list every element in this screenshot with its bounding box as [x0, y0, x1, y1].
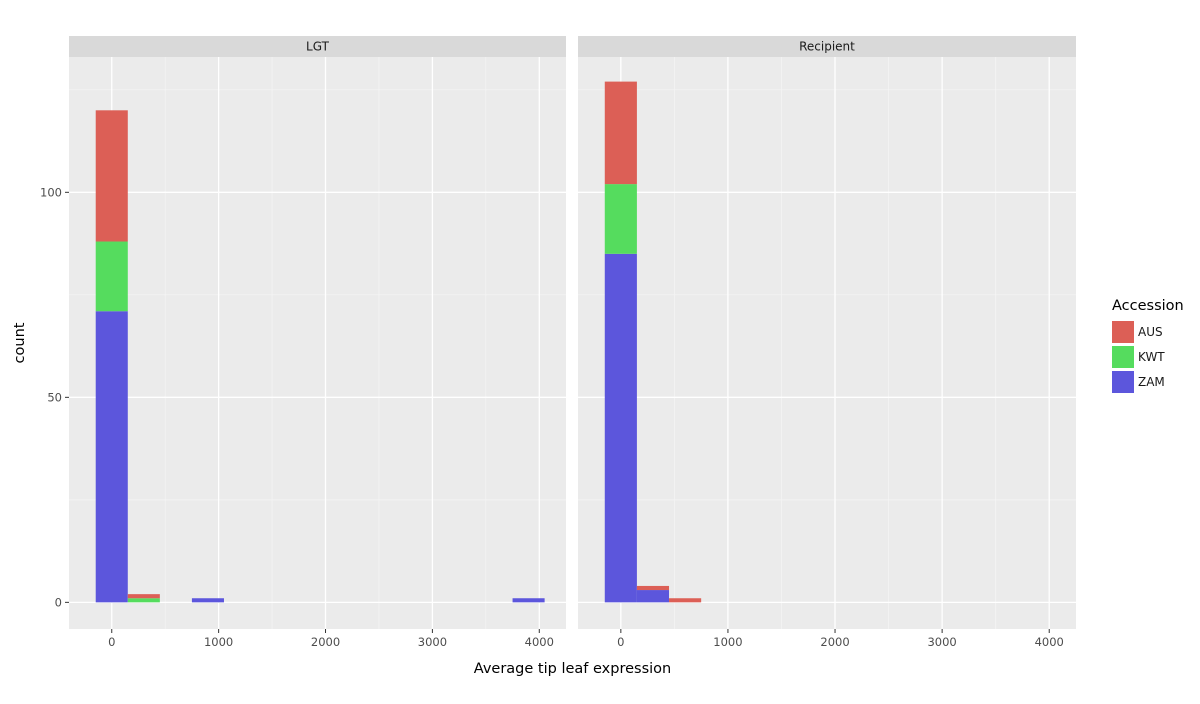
- legend-title: Accession: [1112, 298, 1184, 314]
- x-tick-label: 4000: [525, 635, 554, 649]
- y-axis-title: count: [12, 322, 28, 363]
- x-tick-label: 0: [617, 635, 624, 649]
- bar-lgt-zam-bin-3900: [512, 598, 545, 603]
- x-tick-label: 1000: [713, 635, 742, 649]
- bar-recipient-zam-bin-300: [636, 590, 670, 603]
- bar-lgt-kwt-bin-0: [95, 241, 128, 312]
- bar-recipient-aus-bin-300: [636, 585, 670, 591]
- legend-swatch-kwt: [1112, 346, 1134, 368]
- y-tick-label: 50: [47, 390, 62, 404]
- panel-background: [69, 57, 566, 629]
- bar-lgt-zam-bin-900: [191, 598, 224, 603]
- x-tick-label: 2000: [311, 635, 340, 649]
- bar-lgt-aus-bin-0: [95, 110, 128, 242]
- facet-strip: [69, 36, 566, 57]
- y-tick-label: 100: [40, 185, 62, 199]
- bar-lgt-kwt-bin-300: [127, 598, 160, 603]
- legend-swatch-aus: [1112, 321, 1134, 343]
- bar-recipient-kwt-bin-0: [604, 184, 637, 254]
- bar-recipient-zam-bin-0: [604, 253, 637, 603]
- bar-recipient-aus-bin-600: [669, 598, 702, 603]
- bar-lgt-zam-bin-0: [95, 311, 128, 603]
- y-tick-label: 0: [55, 595, 62, 609]
- x-tick-label: 1000: [204, 635, 233, 649]
- bar-lgt-aus-bin-300: [127, 594, 160, 599]
- facet-title: Recipient: [799, 40, 855, 54]
- legend-label-zam: ZAM: [1138, 375, 1165, 389]
- legend-label-kwt: KWT: [1138, 350, 1165, 364]
- facet-strip: [578, 36, 1076, 57]
- bar-recipient-aus-bin-0: [604, 81, 637, 185]
- legend-swatch-zam: [1112, 371, 1134, 393]
- x-axis-title: Average tip leaf expression: [474, 661, 671, 677]
- x-tick-label: 2000: [820, 635, 849, 649]
- x-tick-label: 4000: [1035, 635, 1064, 649]
- x-tick-label: 3000: [418, 635, 447, 649]
- legend-label-aus: AUS: [1138, 325, 1163, 339]
- panel-background: [578, 57, 1076, 629]
- x-tick-label: 0: [108, 635, 115, 649]
- x-tick-label: 3000: [927, 635, 956, 649]
- facet-title: LGT: [306, 40, 330, 54]
